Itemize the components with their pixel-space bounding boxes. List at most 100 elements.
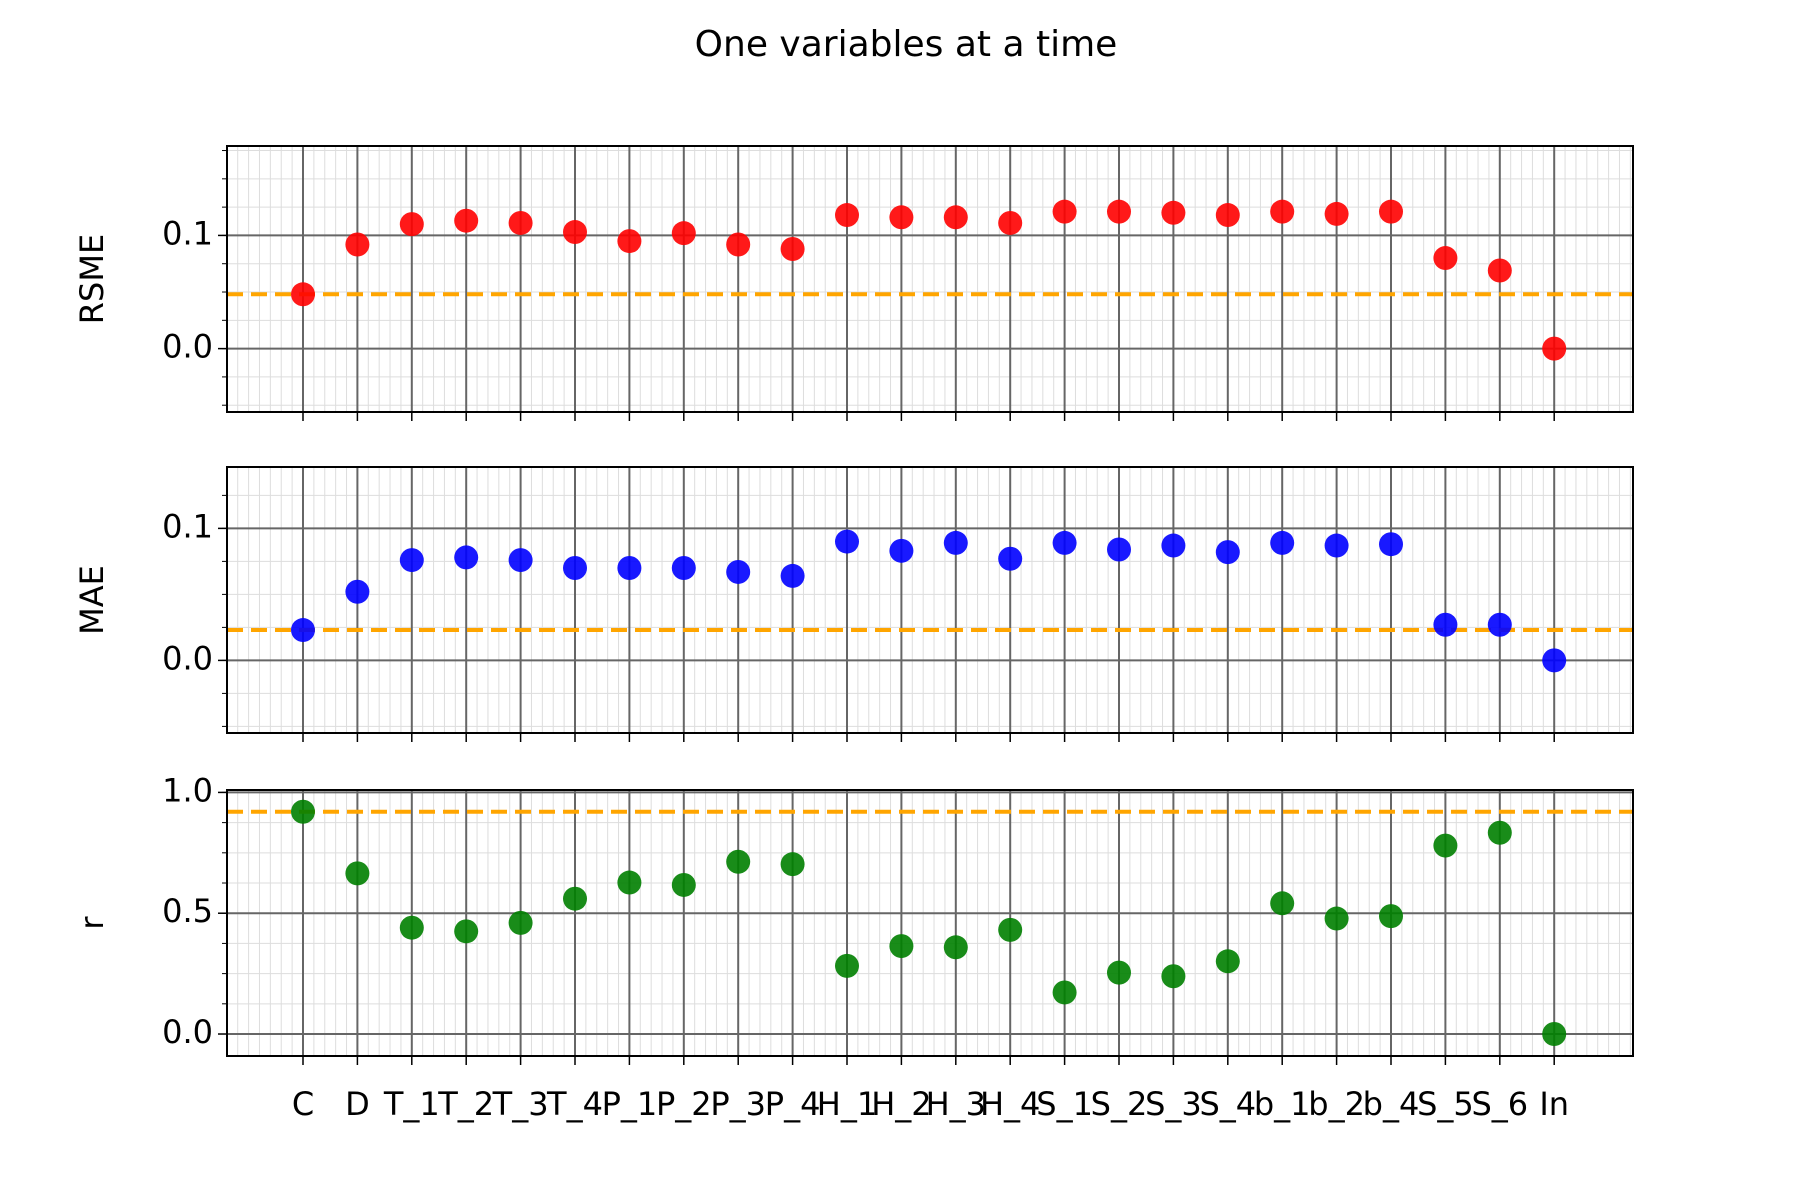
x-tick-label: S_4	[1199, 1085, 1256, 1123]
point	[726, 849, 751, 874]
x-tick-label: In	[1539, 1085, 1569, 1123]
point	[454, 919, 479, 944]
point	[835, 203, 859, 228]
figure-title: One variables at a time	[695, 24, 1118, 65]
point	[780, 237, 805, 262]
point	[1487, 258, 1512, 283]
point	[1542, 648, 1567, 673]
point	[1324, 533, 1349, 558]
point	[454, 545, 479, 570]
x-tick-label: D	[345, 1085, 370, 1123]
y-axis-label: MAE	[73, 565, 111, 635]
x-tick-label: S_5	[1417, 1085, 1474, 1123]
y-tick-label: 1.0	[162, 771, 213, 809]
point	[1107, 199, 1131, 224]
point	[1433, 246, 1458, 271]
x-tick-label: b_1	[1254, 1085, 1311, 1123]
x-tick-label: P_3	[710, 1085, 766, 1123]
point	[399, 915, 424, 940]
point	[1052, 530, 1077, 555]
point	[454, 208, 479, 233]
point	[563, 220, 587, 245]
x-tick-label: S_3	[1145, 1085, 1202, 1123]
point	[617, 229, 642, 254]
point	[508, 210, 533, 235]
point	[291, 618, 315, 643]
point	[1052, 980, 1077, 1005]
point	[998, 210, 1023, 235]
point	[1161, 200, 1186, 225]
x-tick-label: T_1	[383, 1085, 440, 1123]
point	[780, 852, 805, 877]
point	[399, 548, 424, 573]
point	[889, 538, 914, 563]
point	[889, 934, 914, 959]
x-tick-label: T_2	[437, 1085, 494, 1123]
point	[1161, 533, 1186, 558]
x-tick-label: H_1	[817, 1085, 877, 1123]
y-tick-label: 0.1	[162, 214, 213, 252]
x-tick-label: b_2	[1308, 1085, 1365, 1123]
point	[998, 917, 1023, 942]
point	[671, 872, 696, 897]
y-tick-label: 0.5	[162, 892, 213, 930]
x-tick-label: H_4	[980, 1085, 1040, 1123]
x-tick-label: b_4	[1363, 1085, 1420, 1123]
point	[291, 799, 315, 824]
point	[1324, 201, 1349, 226]
x-tick-label: S_2	[1091, 1085, 1148, 1123]
point	[1379, 199, 1403, 224]
point	[1487, 612, 1512, 637]
point	[345, 861, 370, 886]
x-tick-label: H_3	[926, 1085, 986, 1123]
point	[1487, 820, 1512, 845]
point	[943, 935, 968, 960]
x-tick-label: C	[292, 1085, 314, 1123]
point	[1107, 537, 1131, 562]
point	[1161, 964, 1186, 989]
x-tick-label: P_4	[765, 1085, 821, 1123]
point	[345, 232, 370, 257]
point	[1542, 336, 1567, 361]
point	[508, 910, 533, 935]
point	[1270, 891, 1295, 916]
point	[998, 546, 1023, 571]
point	[1270, 199, 1295, 224]
x-tick-label: S_1	[1036, 1085, 1093, 1123]
point	[1215, 540, 1240, 565]
point	[780, 563, 805, 588]
x-tick-label: H_2	[871, 1085, 931, 1123]
x-tick-label: P_2	[656, 1085, 712, 1123]
point	[943, 205, 968, 230]
point	[943, 530, 968, 555]
point	[835, 953, 859, 978]
point	[1433, 833, 1458, 858]
y-tick-label: 0.0	[162, 639, 213, 677]
point	[1324, 906, 1349, 931]
x-tick-label: T_4	[546, 1085, 603, 1123]
axes-frame	[226, 466, 1634, 734]
point	[563, 555, 587, 580]
point	[671, 221, 696, 246]
y-axis-label: RSME	[73, 234, 111, 324]
axes-frame	[226, 789, 1634, 1057]
point	[345, 579, 370, 604]
point	[1270, 530, 1295, 555]
x-tick-label: S_6	[1471, 1085, 1528, 1123]
x-tick-label: P_1	[602, 1085, 658, 1123]
point	[1379, 904, 1403, 929]
point	[1433, 612, 1458, 637]
point	[1107, 960, 1131, 985]
point	[1542, 1022, 1567, 1047]
axes-frame	[226, 145, 1634, 413]
point	[726, 232, 751, 257]
point	[399, 212, 424, 237]
point	[835, 529, 859, 554]
point	[671, 555, 696, 580]
point	[1215, 203, 1240, 228]
point	[617, 870, 642, 895]
y-tick-label: 0.0	[162, 328, 213, 366]
point	[1215, 949, 1240, 974]
point	[726, 559, 751, 584]
